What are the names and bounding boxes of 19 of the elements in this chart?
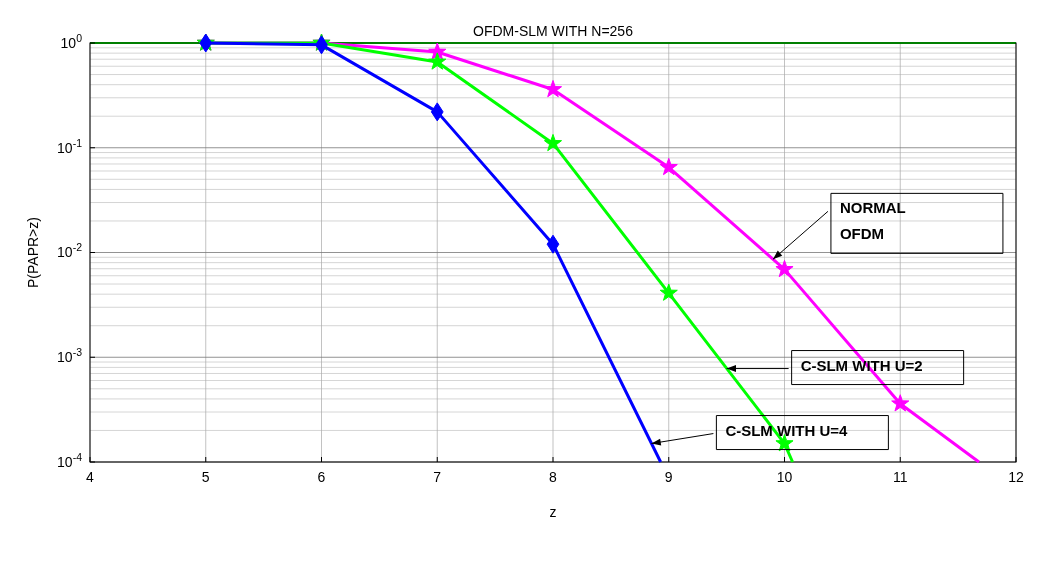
annotation: NORMAL OFDM	[839, 199, 906, 243]
x-tick-label: 9	[664, 469, 673, 485]
chart-title: OFDM-SLM WITH N=256	[473, 23, 634, 39]
y-axis-title: P(PAPR>z)	[25, 217, 41, 288]
y-tick-label: 10$^{-4}$	[57, 450, 83, 470]
y-tick-label: 10$^{-2}$	[57, 241, 83, 261]
y-tick-label: 10$^{-1}$	[57, 136, 83, 156]
x-tick-label: 11	[892, 469, 908, 485]
y-tick-label: 10$^{0}$	[60, 31, 83, 51]
y-tick-label: 10$^{-3}$	[57, 346, 83, 366]
x-tick-label: 10	[776, 469, 793, 485]
x-tick-label: 12	[1008, 469, 1024, 485]
x-tick-label: 8	[549, 469, 558, 485]
x-tick-label: 4	[86, 469, 95, 485]
annotation: C-SLM WITH U=4	[725, 421, 849, 439]
x-tick-label: 7	[433, 469, 442, 485]
x-axis-title: z	[549, 504, 557, 520]
x-tick-label: 6	[317, 469, 326, 485]
x-tick-label: 5	[201, 469, 210, 485]
